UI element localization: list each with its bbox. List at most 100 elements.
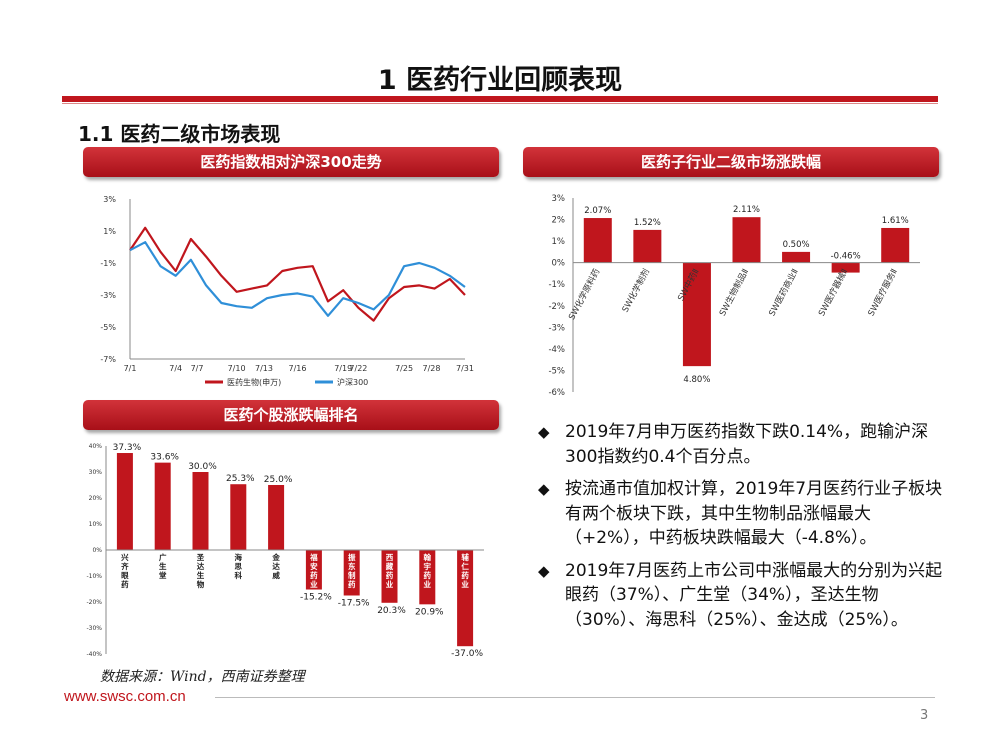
- bar-value-label: -17.5%: [338, 599, 370, 609]
- diamond-bullet-icon: ◆: [538, 480, 550, 498]
- y-tick-label: 1%: [552, 237, 566, 247]
- bar-value-label: 25.0%: [264, 475, 293, 485]
- series-line: [129, 226, 466, 322]
- bar: [732, 217, 761, 263]
- y-tick-label: -5%: [100, 323, 116, 332]
- y-tick-label: 40%: [89, 443, 103, 450]
- bar: [682, 262, 711, 367]
- diamond-bullet-icon: ◆: [538, 423, 550, 441]
- category-label: 西藏药业: [386, 553, 394, 589]
- bar: [192, 472, 209, 550]
- x-tick-label: 7/25: [395, 364, 413, 373]
- category-label: 圣达生物: [196, 553, 205, 589]
- bullet-item: ◆ 2019年7月申万医药指数下跌0.14%，跑输沪深300指数约0.4个百分点…: [538, 420, 948, 469]
- bar: [343, 550, 360, 596]
- bar: [154, 462, 171, 550]
- category-label: 兴齐眼药: [121, 552, 129, 589]
- x-tick-label: 7/16: [289, 364, 307, 373]
- bullet-item: ◆ 按流通市值加权计算，2019年7月医药行业子板块有两个板块下跌，其中生物制品…: [538, 477, 948, 551]
- y-tick-label: 0%: [552, 259, 566, 269]
- y-tick-label: 20%: [89, 495, 103, 502]
- series-line: [129, 241, 466, 317]
- category-label: 翰宇药业: [424, 552, 432, 589]
- subindustry-chart-banner: 医药子行业二级市场涨跌幅: [523, 147, 939, 177]
- category-label: 辅仁药业: [461, 552, 469, 589]
- bar-value-label: 37.3%: [113, 443, 142, 453]
- bar: [831, 262, 860, 273]
- y-tick-label: -3%: [100, 291, 116, 300]
- bar-value-label: 20.3%: [377, 606, 406, 616]
- line-chart-banner: 医药指数相对沪深300走势: [83, 147, 499, 177]
- y-tick-label: -1%: [548, 280, 565, 290]
- bar-value-label: 1.61%: [882, 216, 909, 226]
- category-label: 海思科: [235, 552, 243, 580]
- diamond-bullet-icon: ◆: [538, 561, 550, 580]
- x-tick-label: 7/28: [423, 364, 441, 373]
- bar-value-label: 33.6%: [150, 453, 179, 463]
- x-tick-label: 7/4: [169, 364, 182, 373]
- y-tick-label: 3%: [552, 194, 566, 204]
- bar: [782, 251, 811, 263]
- x-tick-label: 7/1: [124, 364, 137, 373]
- bar-value-label: 30.0%: [188, 462, 217, 472]
- bar: [268, 485, 285, 550]
- bar: [419, 550, 436, 605]
- bar-value-label: 2.11%: [733, 205, 760, 215]
- category-label: SW医药商业Ⅱ: [767, 267, 801, 318]
- title-divider: [62, 96, 938, 102]
- y-tick-label: -20%: [86, 599, 102, 606]
- category-label: SW医疗服务Ⅱ: [866, 267, 900, 318]
- bullet-text: 按流通市值加权计算，2019年7月医药行业子板块有两个板块下跌，其中生物制品涨幅…: [565, 479, 943, 548]
- y-tick-label: 3%: [103, 195, 116, 204]
- category-label: 金达威: [271, 552, 280, 580]
- y-tick-label: -1%: [100, 259, 116, 268]
- bar: [457, 550, 474, 647]
- legend-label: 沪深300: [337, 377, 368, 387]
- x-tick-label: 7/7: [191, 364, 204, 373]
- bar-value-label: 20.9%: [415, 607, 444, 617]
- bar-value-label: 1.52%: [634, 218, 661, 228]
- y-tick-label: -5%: [548, 366, 565, 376]
- bullet-text: 2019年7月申万医药指数下跌0.14%，跑输沪深300指数约0.4个百分点。: [565, 422, 929, 467]
- category-label: 广生堂: [159, 552, 167, 580]
- bar-value-label: 4.80%: [683, 375, 710, 385]
- y-tick-label: -7%: [100, 355, 116, 364]
- bar: [230, 484, 247, 550]
- y-tick-label: -30%: [86, 625, 102, 632]
- stock-ranking-bar-chart: 40% 30% 20% 10% 0% -10% -20% -30% -40% 37.3% 兴齐眼药 3…: [86, 443, 484, 659]
- category-label: 福安药业: [309, 552, 318, 589]
- y-tick-label: 1%: [103, 227, 116, 236]
- subindustry-bar-chart: 3% 2% 1% 0% -1% -2% -3% -4% -5% -6% 2.07% SW化学原料药 1.…: [548, 194, 920, 398]
- bullet-list: ◆ 2019年7月申万医药指数下跌0.14%，跑输沪深300指数约0.4个百分点…: [538, 420, 948, 640]
- y-tick-label: -4%: [548, 345, 565, 355]
- legend-label: 医药生物(申万): [227, 377, 281, 387]
- y-tick-label: 0%: [92, 547, 102, 554]
- line-chart: 3% 1% -1% -3% -5% -7% 7/1 7/4 7/7 7/10 7/13 7/16 7/1…: [100, 195, 474, 387]
- y-tick-label: -6%: [548, 388, 565, 398]
- bar-value-label: -15.2%: [300, 593, 332, 603]
- bar-value-label: 2.07%: [584, 206, 611, 216]
- y-tick-label: -40%: [86, 651, 102, 658]
- y-tick-label: 10%: [89, 521, 103, 528]
- bar: [583, 218, 612, 263]
- stock-ranking-banner: 医药个股涨跌幅排名: [83, 400, 499, 430]
- y-tick-label: -2%: [548, 302, 565, 312]
- section-title: 1.1 医药二级市场表现: [78, 122, 281, 146]
- bar: [633, 229, 662, 263]
- category-label: SW生物制品Ⅱ: [717, 267, 751, 318]
- y-tick-label: 2%: [552, 216, 566, 226]
- website-link[interactable]: www.swsc.com.cn: [64, 688, 186, 705]
- bar: [305, 550, 322, 590]
- x-tick-label: 7/10: [228, 364, 246, 373]
- category-label: SW化学原料药: [566, 267, 602, 322]
- bar: [381, 550, 398, 603]
- y-tick-label: -3%: [548, 323, 565, 333]
- bar: [881, 227, 910, 263]
- y-tick-label: -10%: [86, 573, 102, 580]
- bar: [116, 453, 133, 550]
- category-label: SW医疗器械Ⅱ: [816, 267, 850, 318]
- x-tick-label: 7/13: [255, 364, 273, 373]
- x-tick-label: 7/22: [349, 364, 367, 373]
- bullet-text: 2019年7月医药上市公司中涨幅最大的分别为兴起眼药（37%）、广生堂（34%）…: [565, 560, 943, 630]
- data-source-note: 数据来源：Wind，西南证券整理: [100, 669, 305, 685]
